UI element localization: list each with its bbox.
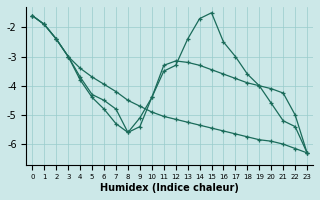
X-axis label: Humidex (Indice chaleur): Humidex (Indice chaleur) <box>100 183 239 193</box>
